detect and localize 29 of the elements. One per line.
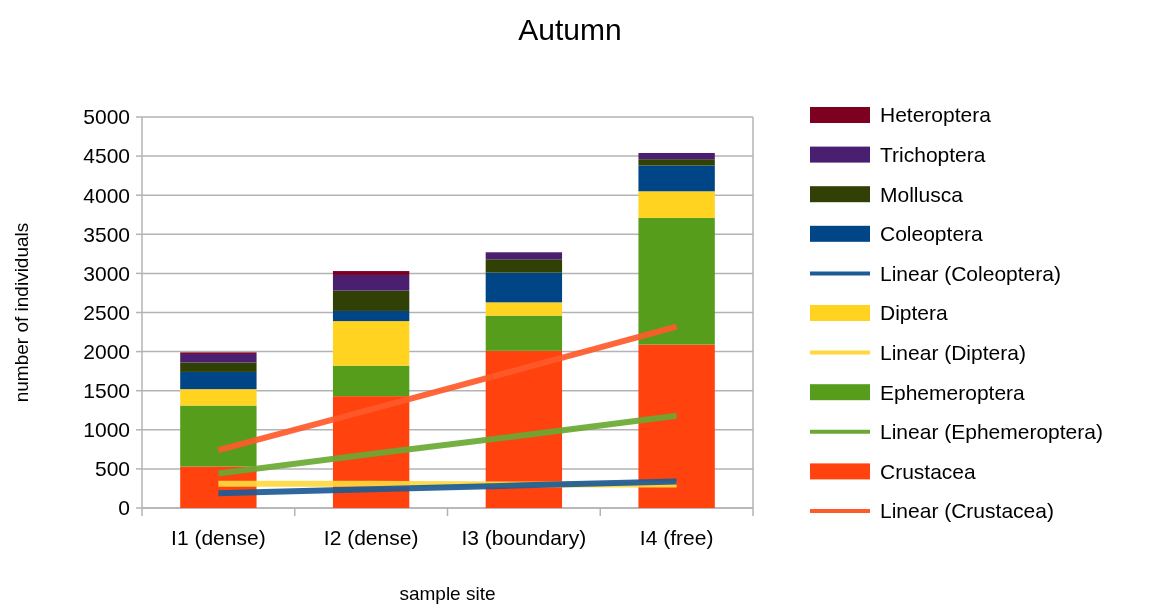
legend-label: Ephemeroptera (880, 380, 1026, 404)
chart-title: Autumn (518, 13, 622, 46)
y-tick-label: 3500 (83, 222, 130, 246)
y-tick-label: 4000 (83, 183, 130, 207)
y-tick-label: 2000 (83, 339, 130, 363)
legend-label: Coleoptera (880, 222, 984, 246)
x-tick-label: I2 (dense) (323, 526, 419, 549)
y-tick-label: 1000 (83, 418, 130, 442)
legend-label: Trichoptera (880, 142, 986, 166)
x-tick-label: I1 (dense) (171, 526, 266, 549)
x-tick-label: I3 (boundary) (461, 526, 587, 549)
x-tick-label: I4 (free) (639, 526, 714, 549)
y-tick-label: 500 (94, 457, 130, 481)
legend-label: Diptera (880, 301, 949, 325)
legend-label: Linear (Crustacea) (880, 499, 1054, 523)
legend-label: Crustacea (880, 459, 977, 483)
legend-label: Heteroptera (880, 103, 992, 127)
y-tick-label: 1500 (83, 379, 130, 403)
y-tick-label: 4500 (83, 144, 130, 168)
legend-label: Linear (Ephemeroptera) (880, 420, 1103, 444)
legend-label: Linear (Coleoptera) (880, 261, 1061, 285)
y-tick-label: 5000 (83, 105, 130, 129)
y-tick-label: 3000 (83, 261, 130, 285)
y-axis-title: number of individuals (11, 222, 32, 403)
y-tick-label: 0 (118, 496, 130, 520)
legend-label: Linear (Diptera) (880, 340, 1026, 364)
y-tick-label: 2500 (83, 300, 130, 324)
legend-label: Mollusca (880, 182, 964, 206)
x-axis-title: sample site (399, 583, 496, 604)
